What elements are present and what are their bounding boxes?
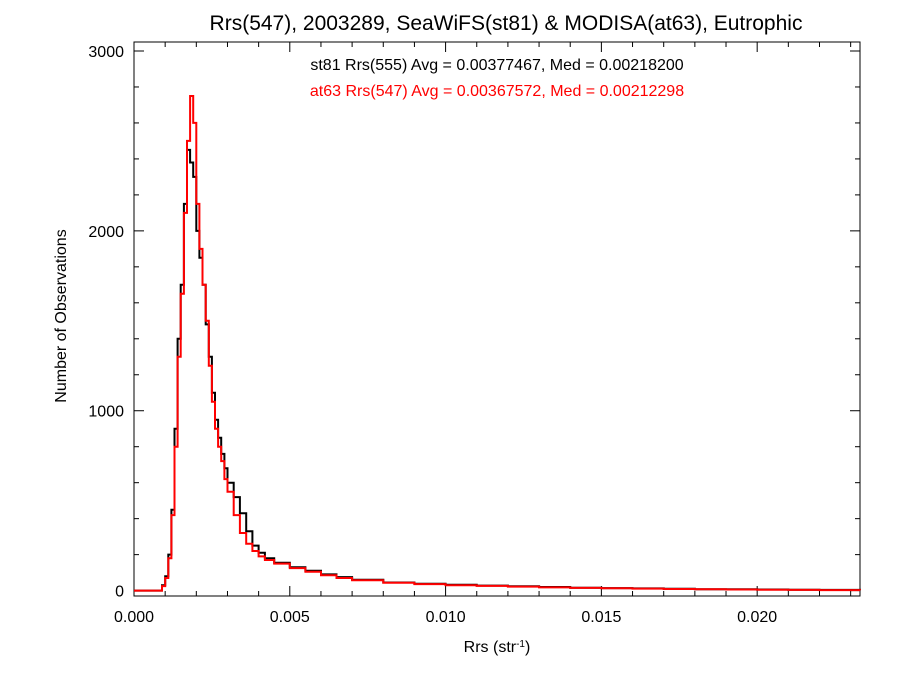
legend: st81 Rrs(555) Avg = 0.00377467, Med = 0.… (310, 57, 684, 100)
legend-entry-st81: st81 Rrs(555) Avg = 0.00377467, Med = 0.… (310, 57, 683, 74)
series-lines (134, 95, 861, 592)
x-tick-label: 0.005 (270, 609, 310, 626)
series-line-st81 (134, 148, 861, 592)
x-tick-label: 0.000 (114, 609, 154, 626)
x-tick-label: 0.010 (426, 609, 466, 626)
y-tick-label: 1000 (88, 404, 124, 421)
chart-title: Rrs(547), 2003289, SeaWiFS(st81) & MODIS… (210, 12, 803, 35)
plot-area (133, 41, 861, 597)
y-tick-label: 3000 (88, 44, 124, 61)
legend-entry-at63: at63 Rrs(547) Avg = 0.00367572, Med = 0.… (310, 83, 684, 100)
x-tick-label: 0.015 (581, 609, 621, 626)
y-tick-label: 0 (115, 584, 124, 601)
x-axis-label: Rrs (str-1) (464, 639, 531, 657)
y-tick-label: 2000 (88, 224, 124, 241)
plot-frame (133, 41, 861, 597)
y-axis-label: Number of Observations (53, 229, 70, 402)
x-tick-label: 0.020 (737, 609, 777, 626)
tick-labels: 0.000 0.005 0.010 0.015 0.020 0 1000 2000 3000 (88, 44, 777, 626)
series-line-at63 (134, 95, 861, 592)
